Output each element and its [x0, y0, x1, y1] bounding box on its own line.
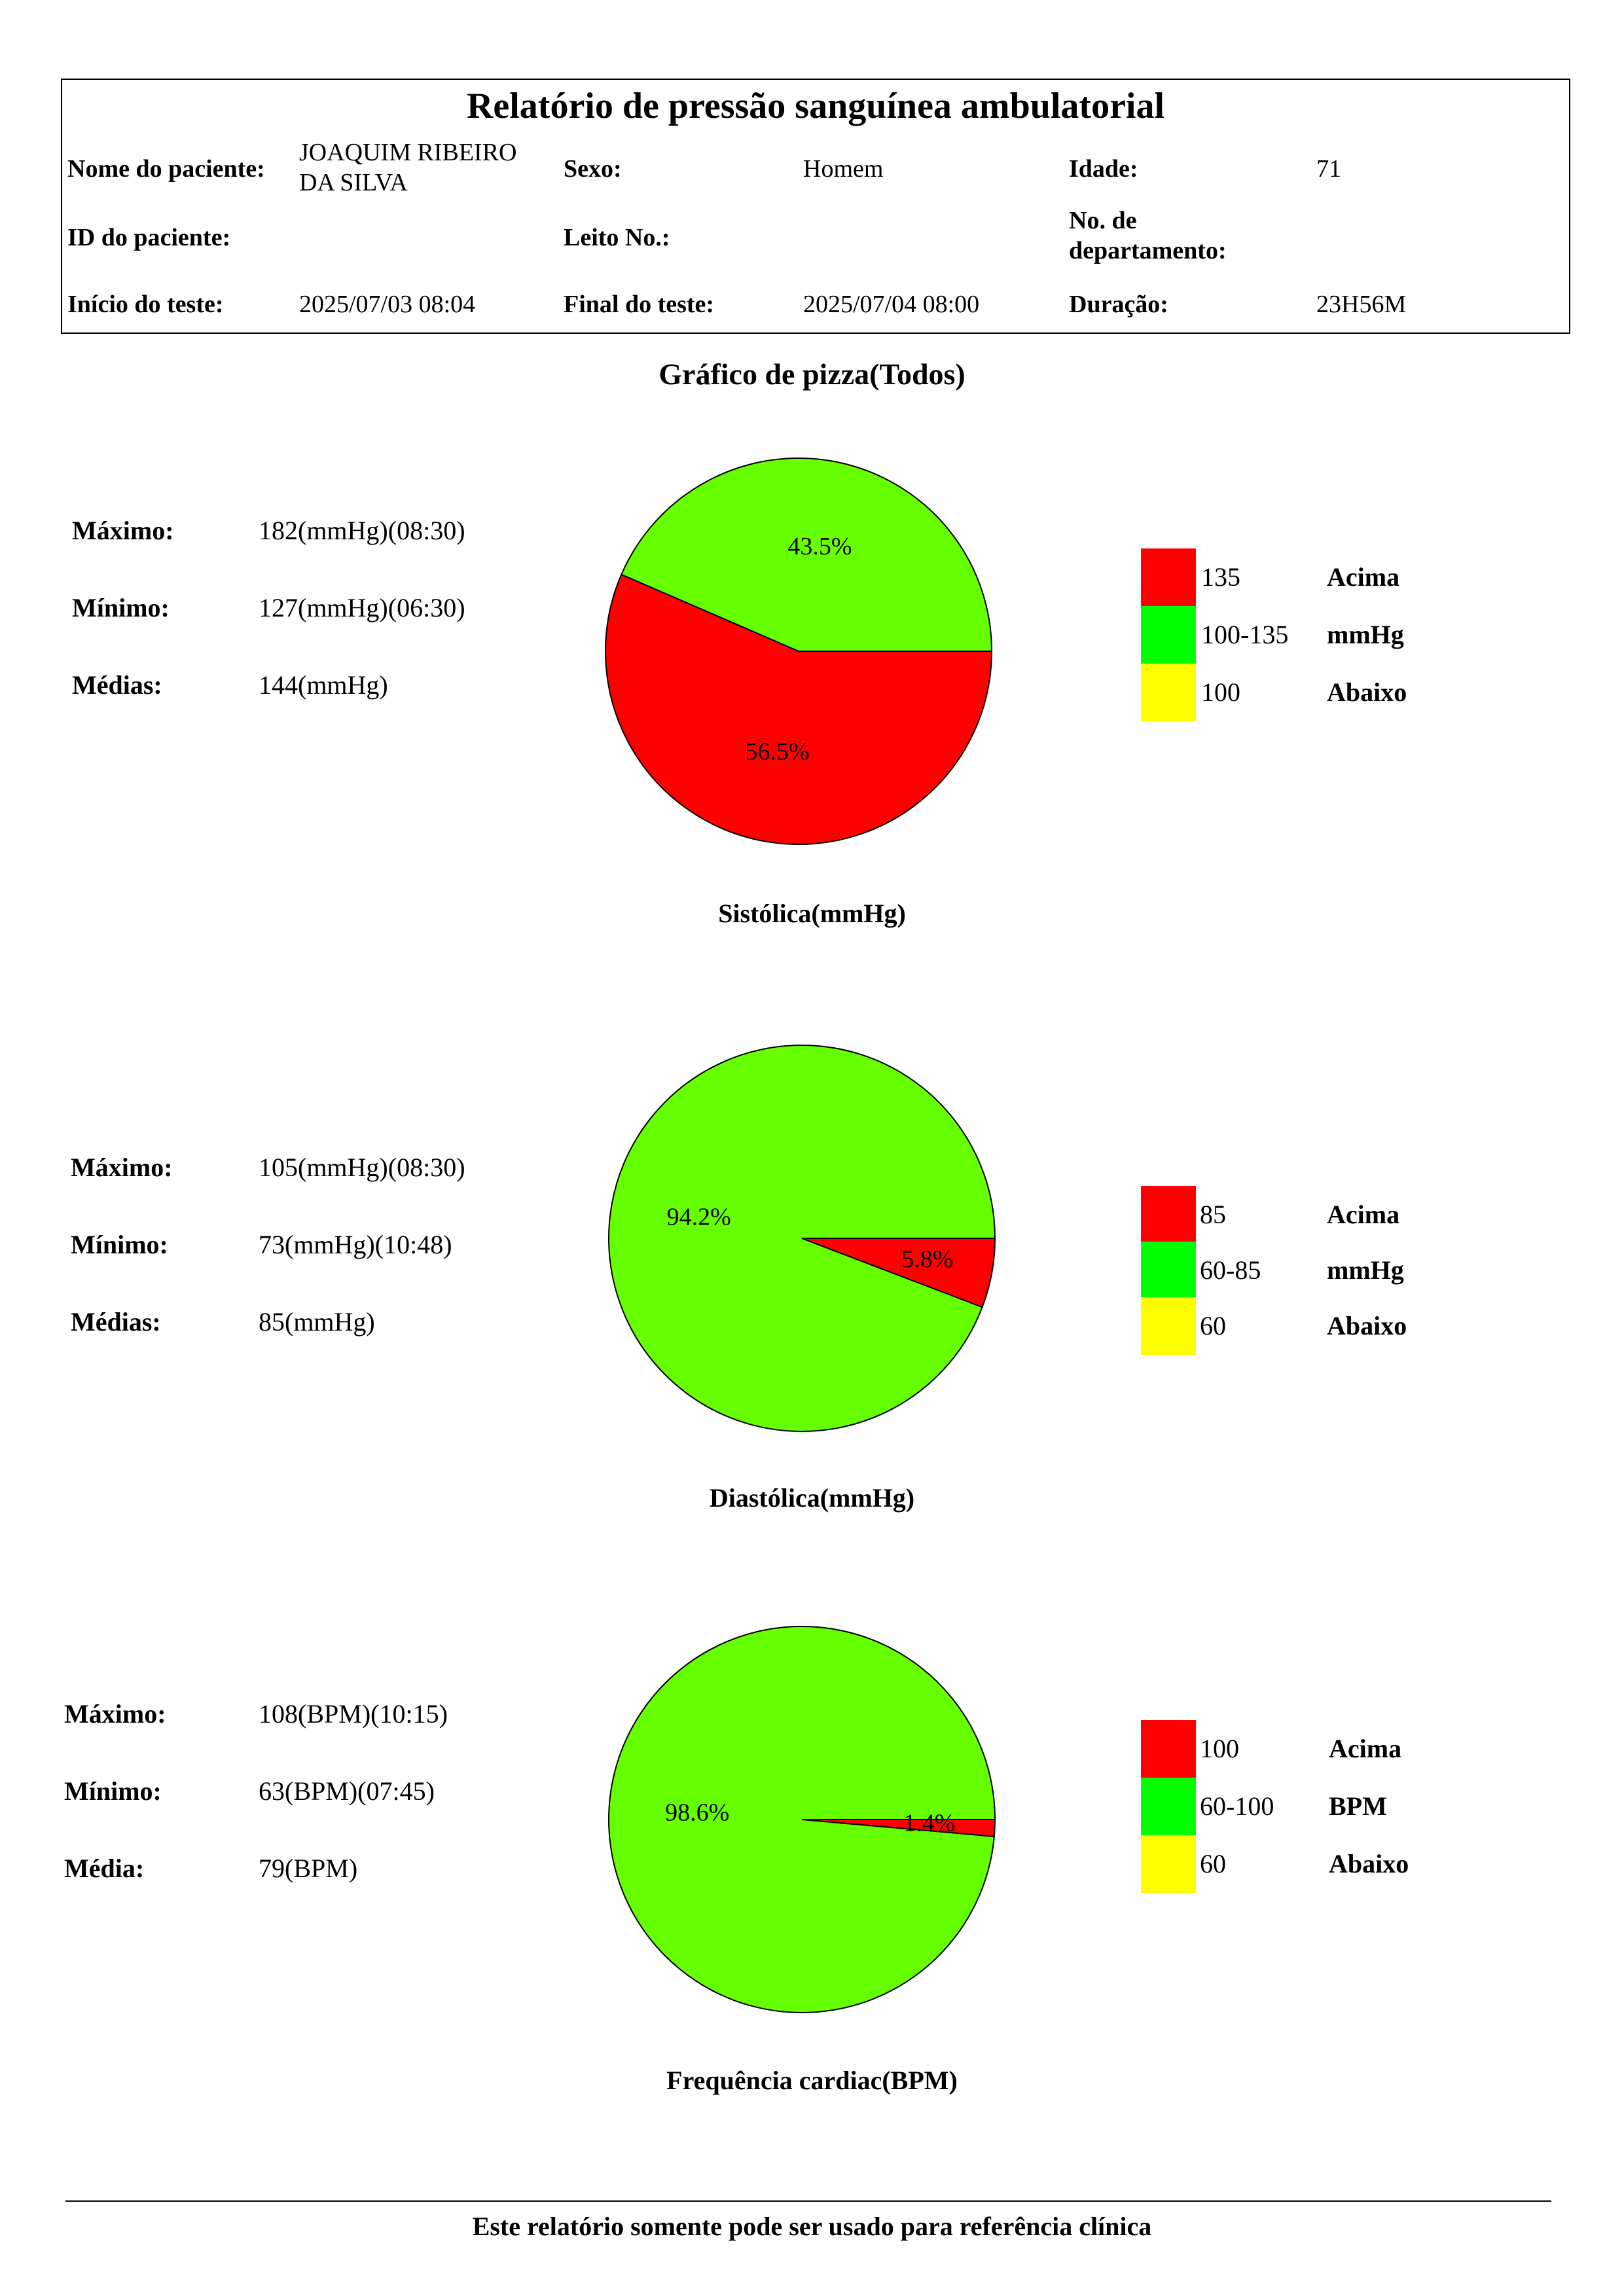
duration-label: Duração: — [1069, 291, 1168, 318]
legend-swatch-normal — [1141, 606, 1196, 664]
test-end-value: 2025/07/04 08:00 — [803, 291, 980, 318]
legend-range-above: 100 — [1200, 1734, 1239, 1763]
systolic-min-label: Mínimo: — [72, 593, 170, 622]
age-label: Idade: — [1069, 155, 1138, 183]
department-label: No. de departamento: — [1069, 207, 1227, 264]
legend-swatch-below — [1141, 1297, 1196, 1355]
legend-word-below: Abaixo — [1327, 677, 1407, 707]
pie-label-above: 56.5% — [745, 738, 809, 765]
systolic-avg-label: Médias: — [72, 670, 162, 700]
test-end-label: Final do teste: — [564, 291, 715, 318]
heart-rate-min-value: 63(BPM)(07:45) — [259, 1776, 435, 1806]
legend-range-normal: 60-85 — [1200, 1255, 1261, 1285]
systolic-avg-value: 144(mmHg) — [259, 670, 388, 700]
diastolic-caption: Diastólica(mmHg) — [709, 1483, 915, 1513]
heart-rate-max-value: 108(BPM)(10:15) — [259, 1699, 448, 1729]
bed-label: Leito No.: — [564, 224, 670, 251]
legend-range-below: 60 — [1200, 1849, 1226, 1878]
legend-swatch-above — [1141, 548, 1196, 606]
diastolic-avg-label: Médias: — [71, 1307, 161, 1336]
heart-rate-min-label: Mínimo: — [64, 1776, 162, 1806]
test-start-value: 2025/07/03 08:04 — [299, 291, 476, 318]
pie-label-normal: 43.5% — [787, 533, 852, 560]
footer-disclaimer: Este relatório somente pode ser usado pa… — [472, 2212, 1152, 2241]
footer-divider — [65, 2200, 1551, 2202]
patient-id-label: ID do paciente: — [67, 224, 231, 251]
patient-name-value: JOAQUIM RIBEIRO DA SILVA — [299, 139, 517, 196]
systolic-max-label: Máximo: — [72, 516, 174, 545]
legend-word-above: Acima — [1329, 1734, 1402, 1763]
legend-word-unit: BPM — [1329, 1791, 1387, 1821]
diastolic-pie-chart: 94.2% 5.8% — [608, 1045, 996, 1432]
pie-label-normal: 94.2% — [667, 1204, 731, 1231]
patient-info-panel: Relatório de pressão sanguínea ambulator… — [61, 79, 1570, 334]
legend-swatch-below — [1141, 664, 1196, 721]
legend-word-above: Acima — [1327, 1200, 1400, 1229]
legend-word-below: Abaixo — [1327, 1311, 1407, 1340]
pie-label-above: 1.4% — [903, 1809, 955, 1837]
legend-swatch-below — [1141, 1835, 1196, 1893]
heart-rate-pie-chart: 98.6% 1.4% — [608, 1626, 996, 2013]
heart-rate-caption: Frequência cardiac(BPM) — [666, 2066, 958, 2095]
legend-range-normal: 60-100 — [1200, 1791, 1274, 1821]
legend-swatch-normal — [1141, 1778, 1196, 1835]
diastolic-min-value: 73(mmHg)(10:48) — [259, 1230, 452, 1259]
report-title: Relatório de pressão sanguínea ambulator… — [466, 86, 1165, 126]
legend-swatch-above — [1141, 1720, 1196, 1778]
test-start-label: Início do teste: — [67, 291, 224, 318]
pie-label-normal: 98.6% — [665, 1799, 729, 1827]
legend-swatch-normal — [1141, 1242, 1196, 1299]
pie-slice-above — [801, 1819, 996, 1837]
systolic-max-value: 182(mmHg)(08:30) — [259, 516, 465, 545]
legend-range-normal: 100-135 — [1201, 620, 1289, 649]
systolic-pie-chart: 43.5% 56.5% — [605, 457, 993, 845]
legend-word-above: Acima — [1327, 562, 1400, 592]
systolic-caption: Sistólica(mmHg) — [718, 899, 906, 928]
duration-value: 23H56M — [1316, 291, 1407, 318]
patient-name-label: Nome do paciente: — [67, 155, 265, 183]
diastolic-avg-value: 85(mmHg) — [259, 1307, 375, 1336]
heart-rate-avg-label: Média: — [64, 1854, 145, 1883]
legend-swatch-above — [1141, 1186, 1196, 1244]
heart-rate-avg-value: 79(BPM) — [259, 1854, 358, 1883]
diastolic-max-value: 105(mmHg)(08:30) — [259, 1153, 465, 1182]
age-value: 71 — [1316, 155, 1341, 183]
legend-word-below: Abaixo — [1329, 1849, 1409, 1878]
sex-value: Homem — [803, 155, 884, 183]
heart-rate-max-label: Máximo: — [64, 1699, 166, 1729]
diastolic-min-label: Mínimo: — [71, 1230, 168, 1259]
pie-slice-above — [605, 573, 993, 845]
pie-slice-above — [801, 1238, 996, 1308]
section-title: Gráfico de pizza(Todos) — [659, 357, 965, 391]
legend-range-below: 60 — [1200, 1311, 1226, 1340]
legend-range-below: 100 — [1201, 677, 1240, 707]
legend-word-unit: mmHg — [1327, 620, 1404, 649]
diastolic-max-label: Máximo: — [71, 1153, 173, 1182]
pie-slice-normal — [620, 457, 993, 652]
legend-word-unit: mmHg — [1327, 1255, 1404, 1285]
sex-label: Sexo: — [564, 155, 622, 183]
pie-label-above: 5.8% — [901, 1246, 953, 1273]
systolic-min-value: 127(mmHg)(06:30) — [259, 593, 465, 622]
legend-range-above: 135 — [1201, 562, 1240, 592]
legend-range-above: 85 — [1200, 1200, 1226, 1229]
